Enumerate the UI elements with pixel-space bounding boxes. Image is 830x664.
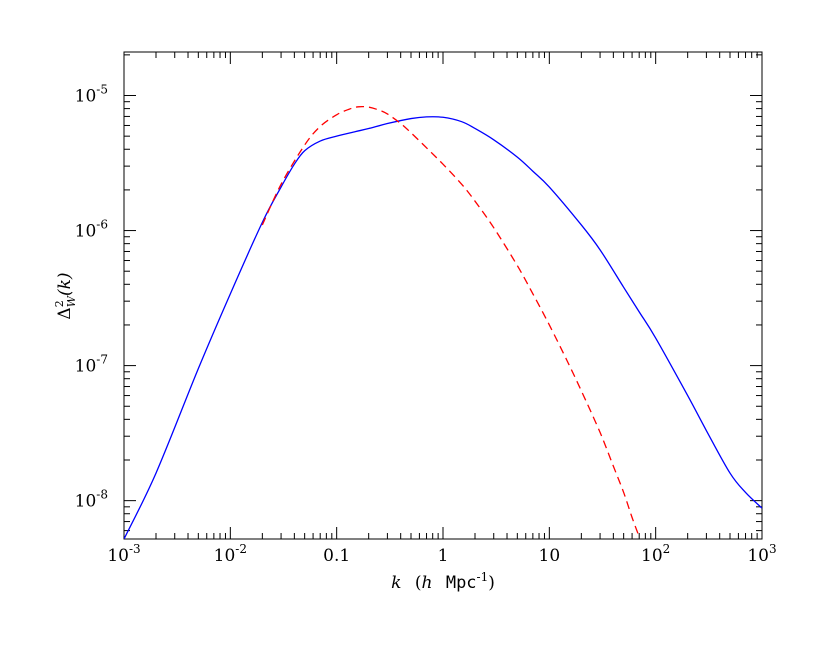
y-tick-label: 10-8 xyxy=(75,488,108,512)
y-tick-labels: 10-8 10-7 10-6 10-5 xyxy=(75,83,108,512)
y-axis-label: Δ2W(k) xyxy=(53,272,78,319)
x-tick-label: 0.1 xyxy=(323,546,350,566)
x-tick-label: 103 xyxy=(747,542,776,566)
solid-series-line xyxy=(124,116,762,539)
axis-ticks xyxy=(123,52,763,539)
x-tick-label: 10 xyxy=(539,546,561,566)
plot-frame xyxy=(123,51,763,540)
x-tick-labels: 10-3 10-2 0.1 1 10 102 103 xyxy=(107,542,776,566)
dashed-series-line xyxy=(261,105,640,538)
x-tick-label: 10-3 xyxy=(107,542,140,566)
x-tick-label: 102 xyxy=(641,542,670,566)
y-tick-label: 10-6 xyxy=(75,218,108,242)
y-tick-label: 10-5 xyxy=(75,83,108,107)
x-tick-label: 1 xyxy=(438,546,449,566)
svg-text:Δ2W(k): Δ2W(k) xyxy=(53,272,78,319)
series-group xyxy=(124,105,762,539)
x-axis-label: k (h Mpc-1) xyxy=(391,570,495,593)
x-tick-label: 10-2 xyxy=(214,542,247,566)
y-tick-label: 10-7 xyxy=(75,353,108,377)
